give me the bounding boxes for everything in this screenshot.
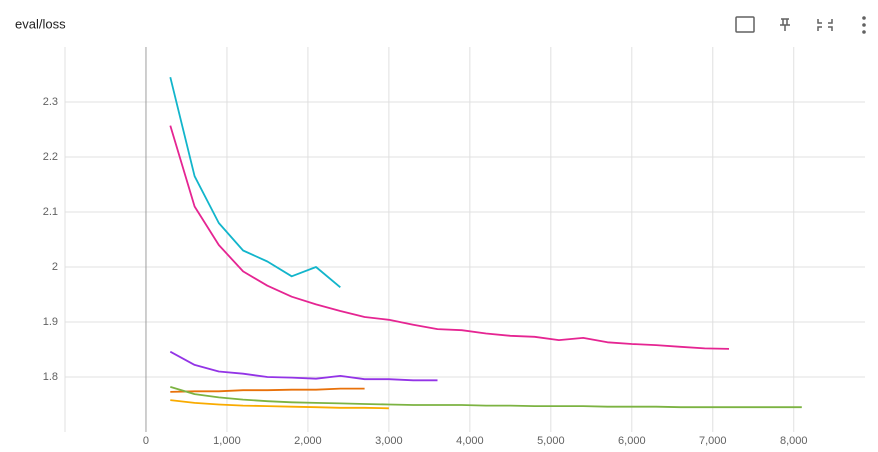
x-tick-label: 7,000 [699,435,727,447]
chart-title: eval/loss [15,16,66,31]
y-tick-label: 1.8 [43,371,58,383]
x-tick-label: 3,000 [375,435,403,447]
y-tick-label: 2 [52,261,58,273]
toolbar [735,16,866,34]
x-tick-label: 6,000 [618,435,646,447]
series-line [169,125,730,350]
x-tick-label: 4,000 [456,435,484,447]
series-line [169,76,341,288]
series-line [170,386,802,409]
y-tick-label: 2.3 [43,96,58,108]
x-tick-label: 2,000 [294,435,322,447]
pin-button[interactable] [780,18,790,31]
y-tick-label: 2.1 [43,206,58,218]
x-tick-label: 1,000 [213,435,241,447]
y-tick-label: 1.9 [43,316,58,328]
x-tick-label: 0 [143,435,149,447]
menu-button[interactable] [862,16,866,34]
x-tick-label: 5,000 [537,435,565,447]
series-line [169,350,438,382]
fit-domain-button[interactable] [735,16,755,33]
y-tick-label: 2.2 [43,151,58,163]
series-line [170,387,365,393]
x-tick-label: 8,000 [780,435,808,447]
series-line [170,399,389,410]
fullscreen-button[interactable] [817,19,833,31]
